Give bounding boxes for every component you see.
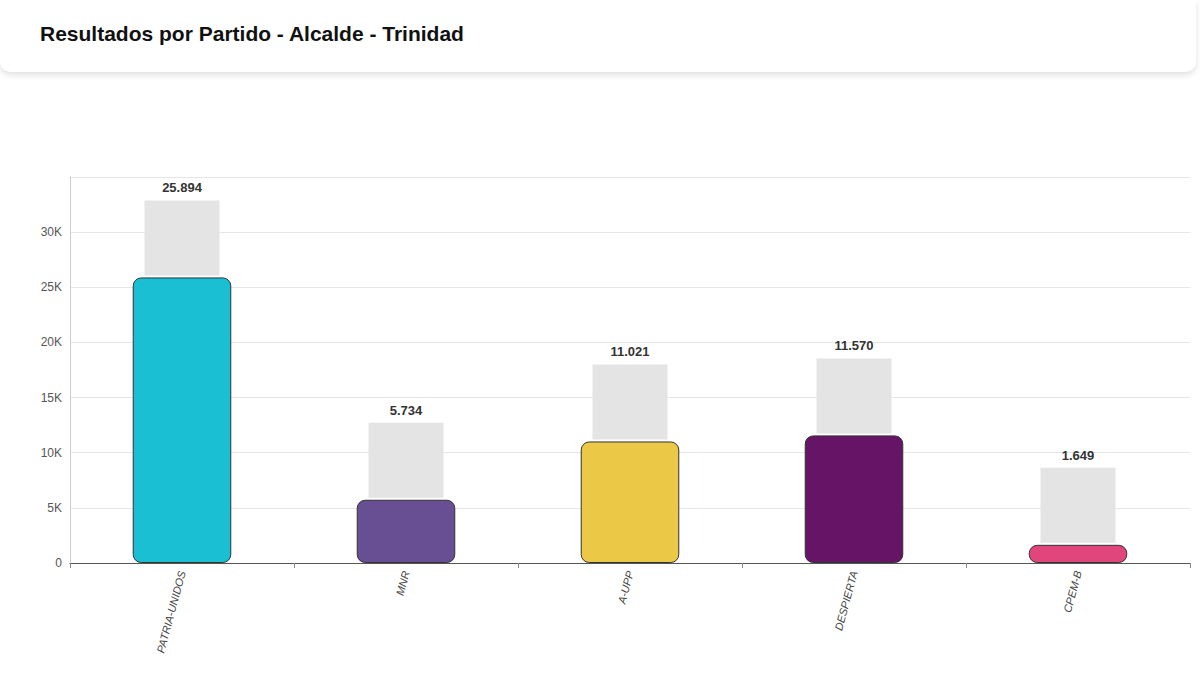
svg-text:20K: 20K <box>41 335 62 349</box>
svg-text:PATRIA-UNIDOS: PATRIA-UNIDOS <box>154 569 188 654</box>
svg-text:0: 0 <box>55 556 62 570</box>
svg-text:CPEM-B: CPEM-B <box>1061 569 1084 613</box>
svg-text:25K: 25K <box>41 280 62 294</box>
svg-text:25.894: 25.894 <box>162 180 203 195</box>
svg-text:15K: 15K <box>41 391 62 405</box>
svg-text:11.021: 11.021 <box>610 344 649 359</box>
svg-text:30K: 30K <box>41 225 62 239</box>
svg-text:MNR: MNR <box>394 569 412 596</box>
svg-text:10K: 10K <box>41 446 62 460</box>
svg-text:11.570: 11.570 <box>834 338 873 353</box>
svg-text:1.649: 1.649 <box>1062 448 1095 463</box>
svg-text:5K: 5K <box>47 501 62 515</box>
svg-text:A-UPP: A-UPP <box>615 569 636 606</box>
svg-text:DESPIERTA: DESPIERTA <box>832 569 859 631</box>
html-text:Resultados por Partido - Alcal: Resultados por Partido - Alcalde - Trini… <box>40 22 464 45</box>
svg-text:5.734: 5.734 <box>390 403 423 418</box>
